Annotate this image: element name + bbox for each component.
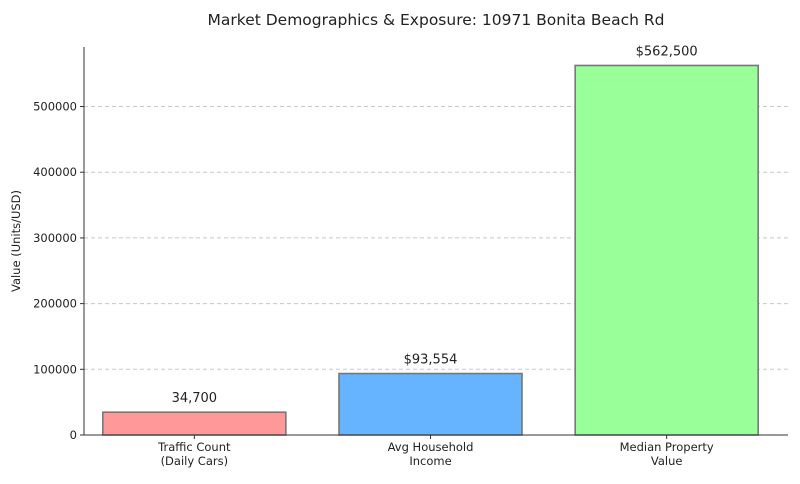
x-tick-label: Traffic Count: [157, 440, 231, 454]
y-tick-label: 200000: [33, 297, 77, 311]
y-tick-label: 0: [70, 428, 77, 442]
y-tick-label: 400000: [33, 165, 77, 179]
y-tick-label: 300000: [33, 231, 77, 245]
data-label: 34,700: [172, 391, 218, 406]
data-label: $562,500: [636, 44, 698, 59]
x-tick-label: Median Property: [620, 440, 714, 454]
x-tick-label: Value: [651, 454, 683, 468]
x-tick-label: Income: [409, 454, 451, 468]
y-tick-label: 100000: [33, 362, 77, 376]
chart-title: Market Demographics & Exposure: 10971 Bo…: [208, 11, 665, 29]
data-label: $93,554: [404, 353, 458, 368]
x-tick-label: Avg Household: [388, 440, 474, 454]
y-tick-label: 500000: [33, 100, 77, 114]
bar: [102, 411, 287, 436]
bar: [574, 64, 759, 436]
y-axis-label: Value (Units/USD): [9, 190, 23, 292]
bar: [338, 372, 523, 436]
x-tick-label: (Daily Cars): [161, 454, 229, 468]
